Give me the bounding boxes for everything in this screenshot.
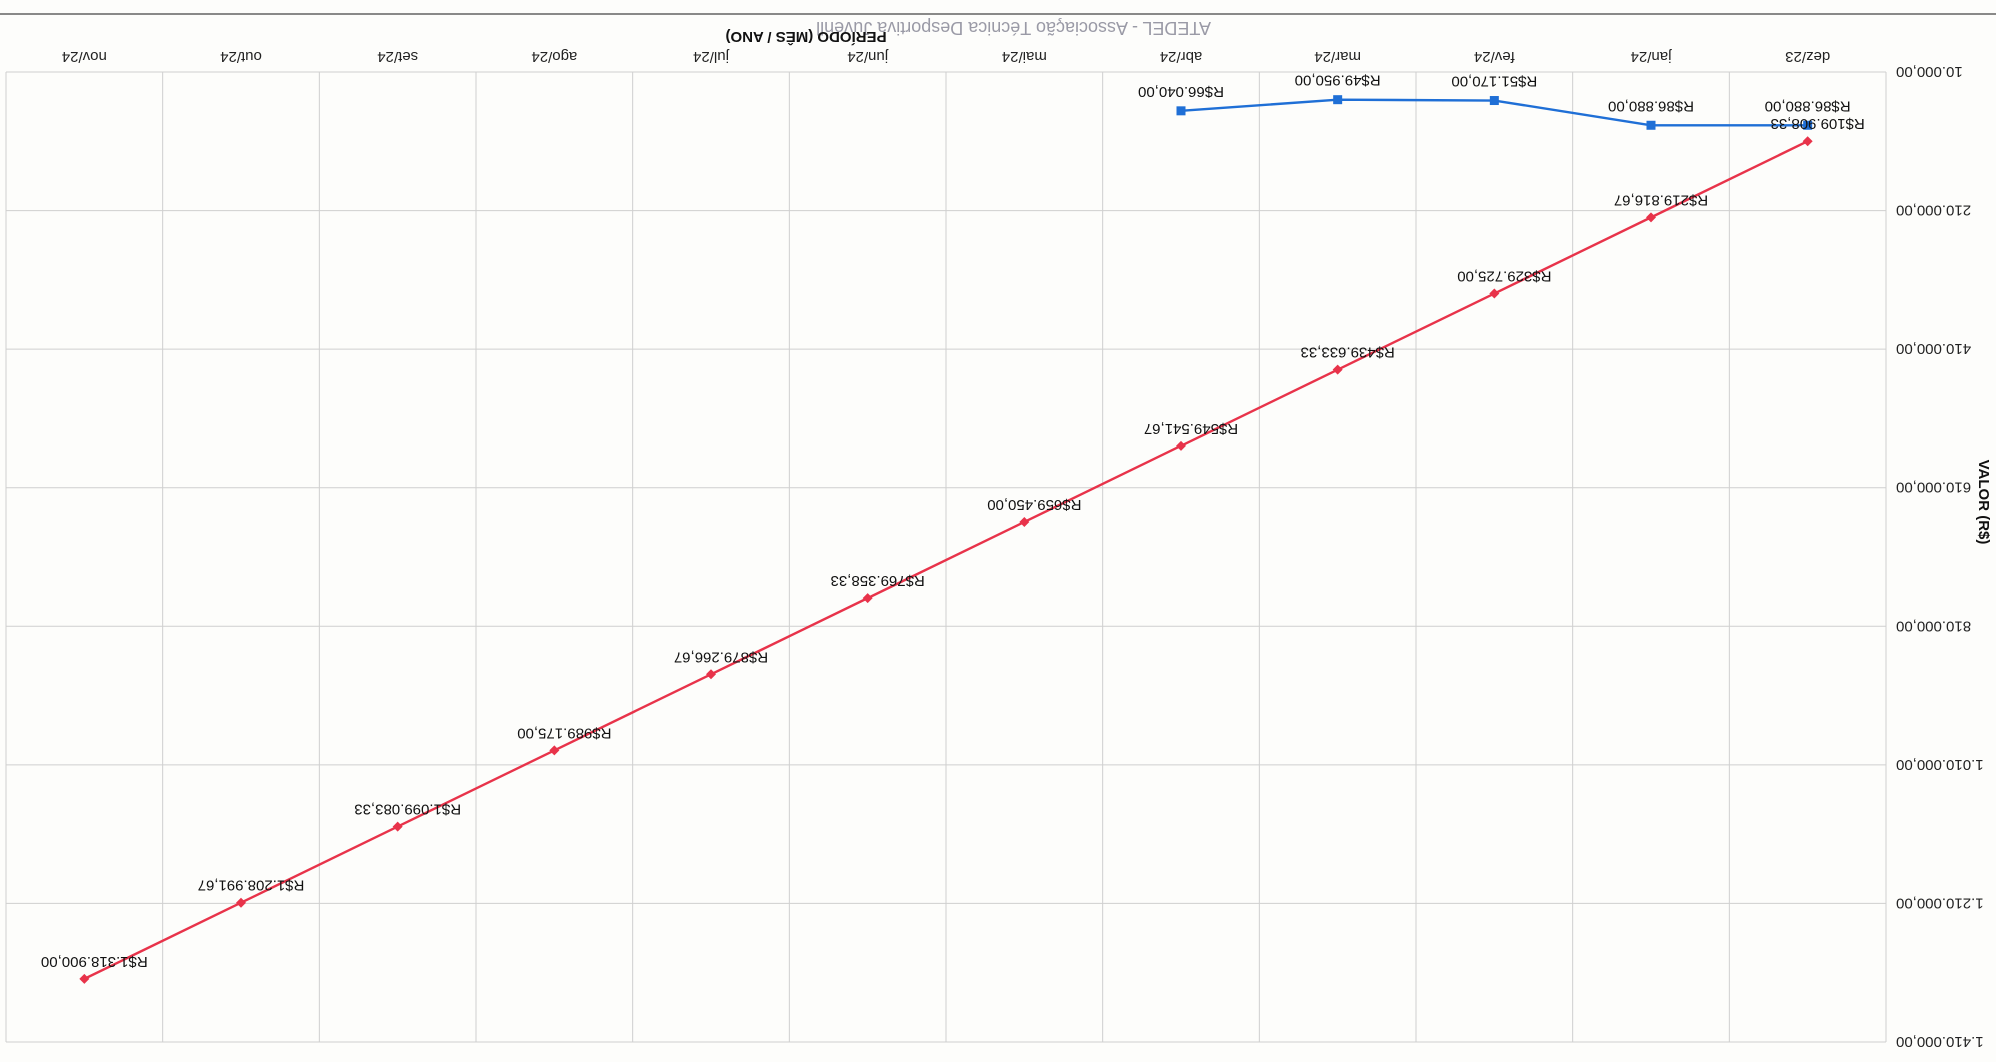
y-tick-label: 1.010.000,00 <box>1896 756 1984 773</box>
data-label: R$109.908,33 <box>1771 115 1865 132</box>
y-tick-label: 10.000,00 <box>1896 63 1963 80</box>
data-label: R$86.880,00 <box>1608 97 1694 114</box>
x-tick-label: dez/23 <box>1785 48 1830 65</box>
x-axis-ticks: dez/23 jan/24 fev/24 mar/24 abr/24 mai/24 jun/… <box>62 48 1830 65</box>
y-tick-label: 1.210.000,00 <box>1896 894 1984 911</box>
data-point <box>1803 120 1813 130</box>
data-label: R$989.175,00 <box>517 724 611 741</box>
data-point <box>392 821 403 832</box>
x-tick-label: set/24 <box>377 48 418 65</box>
data-label: R$49.950,00 <box>1295 72 1381 89</box>
y-tick-label: 610.000,00 <box>1896 479 1971 496</box>
data-point <box>1333 95 1343 105</box>
x-tick-label: jan/24 <box>1631 48 1673 65</box>
data-label: R$1.099.083,33 <box>354 801 461 818</box>
x-tick-label: mai/24 <box>1002 48 1047 65</box>
data-point <box>236 897 246 908</box>
x-tick-label: jul/24 <box>693 48 730 65</box>
data-point <box>1646 120 1656 130</box>
data-point <box>1489 96 1499 106</box>
y-tick-label: 210.000,00 <box>1896 202 1971 219</box>
data-point <box>1646 212 1656 223</box>
y-tick-label: 810.000,00 <box>1896 617 1971 634</box>
y-axis-title: VALOR (R$) <box>1975 460 1992 545</box>
x-tick-label: abr/24 <box>1160 48 1203 65</box>
x-tick-label: jun/24 <box>847 48 889 65</box>
x-tick-label: ago/24 <box>531 48 577 65</box>
data-point <box>1489 288 1500 299</box>
x-tick-label: mar/24 <box>1314 48 1361 65</box>
x-tick-label: out/24 <box>220 48 262 65</box>
data-label: R$549.541,67 <box>1144 420 1238 437</box>
data-point <box>706 669 716 680</box>
x-tick-label: fev/24 <box>1474 48 1515 65</box>
data-label: R$219.816,67 <box>1614 191 1708 208</box>
data-label: R$1.208.991,67 <box>198 877 305 894</box>
y-tick-label: 410.000,00 <box>1896 340 1971 357</box>
series-line <box>83 140 1809 980</box>
data-point <box>549 745 560 756</box>
data-point <box>1176 106 1186 116</box>
data-label: R$329.725,00 <box>1457 268 1551 285</box>
data-point <box>1332 364 1343 375</box>
data-label: R$1.318.900,00 <box>41 953 148 970</box>
data-label: R$86.880,00 <box>1765 97 1851 114</box>
data-label: R$769.358,33 <box>831 572 925 589</box>
data-point <box>862 593 873 604</box>
x-axis-title: PERÍODO (MÊS / ANO) <box>725 28 886 46</box>
y-axis-ticks: 10.000,00 210.000,00 410.000,00 610.000,00 8… <box>1896 63 1984 1050</box>
data-label: R$439.633,33 <box>1301 344 1395 361</box>
data-label: R$51.170,00 <box>1451 73 1537 90</box>
y-tick-label: 1.410.000,00 <box>1896 1033 1984 1050</box>
data-point <box>79 973 90 984</box>
data-point <box>1176 440 1186 451</box>
chart-series: R$86.880,00 R$86.880,00 R$51.170,00 R$49.95… <box>41 72 1865 984</box>
data-label: R$879.266,67 <box>674 648 768 665</box>
chart-grid <box>5 71 1887 1043</box>
data-point <box>1019 516 1030 527</box>
x-tick-label: nov/24 <box>62 48 107 65</box>
stamp-text: ATEDEL - Associação Técnica Desportiva J… <box>816 18 1211 38</box>
data-label: R$66.040,00 <box>1138 83 1224 100</box>
data-label: R$659.450,00 <box>987 496 1081 513</box>
data-point <box>1802 136 1813 147</box>
